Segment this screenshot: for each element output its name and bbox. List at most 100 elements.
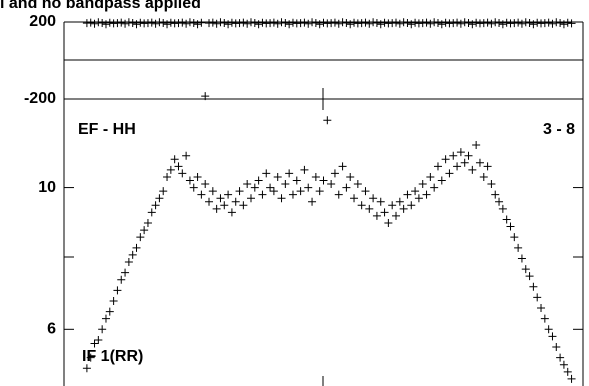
- point: [357, 201, 366, 210]
- point: [243, 180, 252, 189]
- point: [418, 180, 427, 189]
- point: [411, 18, 420, 27]
- point: [495, 18, 504, 27]
- point: [101, 20, 110, 29]
- point: [197, 190, 206, 199]
- point: [151, 201, 160, 210]
- point: [296, 19, 305, 28]
- point: [178, 18, 187, 27]
- point: [422, 190, 431, 199]
- chart-title: l and no bandpass applied: [0, 0, 201, 12]
- point: [117, 275, 126, 284]
- point: [433, 162, 442, 171]
- point: [498, 204, 507, 213]
- point: [559, 360, 568, 369]
- point: [296, 187, 305, 196]
- point: [239, 18, 248, 27]
- point: [380, 208, 389, 217]
- point: [517, 254, 526, 263]
- point: [220, 18, 229, 27]
- y-tick-label: 200: [29, 13, 56, 30]
- point: [193, 20, 202, 29]
- point: [205, 19, 214, 28]
- point: [189, 18, 198, 27]
- point: [472, 18, 481, 27]
- point: [445, 169, 454, 178]
- point: [113, 19, 122, 28]
- point: [308, 18, 317, 27]
- point: [292, 176, 301, 185]
- point: [121, 19, 130, 28]
- point: [552, 18, 561, 27]
- point: [498, 20, 507, 29]
- point: [449, 19, 458, 28]
- point: [556, 18, 565, 27]
- point: [395, 197, 404, 206]
- point: [510, 233, 519, 242]
- point: [487, 180, 496, 189]
- point: [487, 19, 496, 28]
- point: [464, 18, 473, 27]
- point: [567, 374, 576, 383]
- point: [235, 187, 244, 196]
- point: [216, 18, 225, 27]
- point: [208, 187, 217, 196]
- point: [548, 332, 557, 341]
- point: [552, 343, 561, 352]
- point: [479, 172, 488, 181]
- point: [94, 335, 103, 344]
- point: [502, 18, 511, 27]
- point: [483, 18, 492, 27]
- point: [414, 194, 423, 203]
- point: [491, 18, 500, 27]
- y-tick-label: -200: [24, 90, 56, 107]
- point: [159, 18, 168, 27]
- point: [128, 18, 137, 27]
- point: [346, 172, 355, 181]
- point: [201, 180, 210, 189]
- point: [403, 18, 412, 27]
- point: [174, 162, 183, 171]
- point: [227, 208, 236, 217]
- point: [361, 18, 370, 27]
- point: [224, 190, 233, 199]
- point: [205, 197, 214, 206]
- point: [246, 194, 255, 203]
- point: [254, 176, 263, 185]
- point: [182, 19, 191, 28]
- point: [529, 20, 538, 29]
- point: [101, 314, 110, 323]
- point: [105, 18, 114, 27]
- point: [212, 19, 221, 28]
- point: [502, 215, 511, 224]
- point: [124, 257, 133, 266]
- point: [300, 18, 309, 27]
- point: [315, 187, 324, 196]
- point: [407, 20, 416, 29]
- point: [143, 219, 152, 228]
- point: [433, 18, 442, 27]
- point: [388, 201, 397, 210]
- point: [128, 250, 137, 259]
- point: [460, 18, 469, 27]
- point: [170, 155, 179, 164]
- point: [262, 169, 271, 178]
- point: [510, 19, 519, 28]
- point: [430, 18, 439, 27]
- point: [422, 18, 431, 27]
- point: [281, 18, 290, 27]
- point: [143, 19, 152, 28]
- point: [266, 183, 275, 192]
- point: [304, 183, 313, 192]
- point: [82, 364, 91, 373]
- point: [273, 172, 282, 181]
- point: [86, 353, 95, 362]
- point: [132, 243, 141, 252]
- point: [449, 151, 458, 160]
- point: [342, 18, 351, 27]
- point: [430, 183, 439, 192]
- point: [563, 367, 572, 376]
- point: [163, 20, 172, 29]
- point: [384, 219, 393, 228]
- point: [193, 172, 202, 181]
